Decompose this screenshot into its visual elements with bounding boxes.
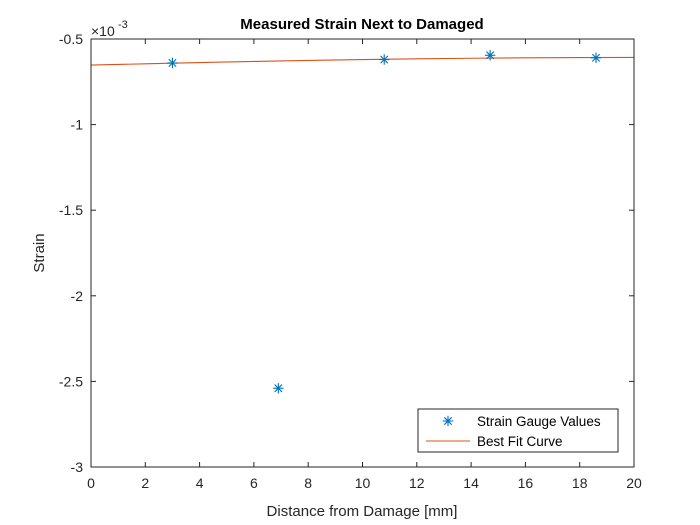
x-tick-label: 0 (87, 475, 95, 491)
x-tick-label: 4 (196, 475, 204, 491)
strain-gauge-point (484, 50, 496, 61)
y-tick-label: -0.5 (59, 31, 83, 47)
best-fit-curve-line (90, 56, 635, 66)
strain-gauge-point (590, 52, 602, 64)
series-layer (90, 50, 635, 394)
x-axis-label: Distance from Damage [mm] (267, 503, 458, 520)
x-tick-label: 8 (304, 475, 312, 491)
y-tick-label: -2 (71, 288, 84, 304)
legend-box (417, 408, 619, 453)
x-tick-label: 16 (518, 475, 534, 491)
y-axis-label: Strain (31, 233, 48, 272)
y-tick-label: -1 (71, 117, 84, 133)
y-tick-label: -3 (71, 459, 84, 475)
legend: Strain Gauge Values Best Fit Curve (417, 408, 619, 453)
strain-gauge-point (167, 57, 178, 69)
strain-gauge-point (273, 383, 284, 394)
y-tick-label: -2.5 (59, 373, 83, 389)
y-exponent-power: -3 (118, 19, 128, 31)
plot-area (91, 39, 634, 467)
legend-label: Strain Gauge Values (477, 414, 601, 429)
chart-title: Measured Strain Next to Damaged (240, 16, 483, 33)
y-tick-label: -1.5 (59, 202, 83, 218)
y-axis: -3 -2.5 -2 -1.5 -1 -0.5 (59, 31, 634, 475)
y-exponent-label: ×10 -3 (91, 19, 128, 39)
legend-label: Best Fit Curve (477, 434, 563, 449)
x-tick-label: 12 (409, 475, 425, 491)
x-tick-label: 18 (572, 475, 588, 491)
x-tick-label: 6 (250, 475, 258, 491)
x-tick-label: 2 (141, 475, 149, 491)
x-axis: 0 2 4 6 8 10 12 14 16 18 20 (87, 39, 642, 491)
strain-gauge-point (379, 54, 390, 65)
y-exponent-base: ×10 (91, 23, 115, 39)
legend-marker-strain-gauge (442, 415, 454, 427)
x-tick-label: 14 (463, 475, 479, 491)
x-tick-label: 20 (626, 475, 642, 491)
x-tick-label: 10 (355, 475, 371, 491)
